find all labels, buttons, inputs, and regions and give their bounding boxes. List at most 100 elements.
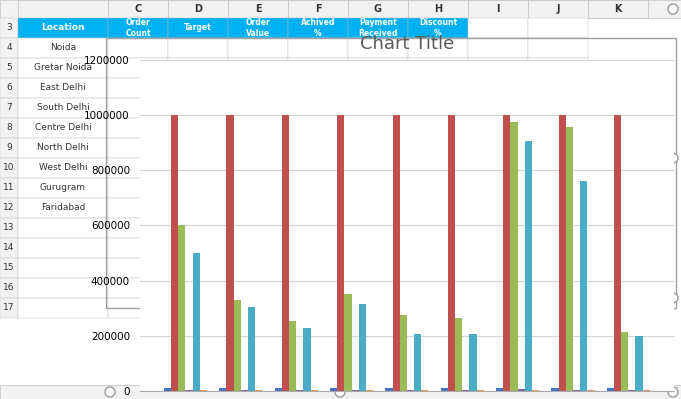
Bar (18, 0, 108, 18)
Bar (288, 138, 348, 158)
Bar (528, 158, 588, 178)
Bar (228, 198, 288, 218)
Bar (228, 258, 288, 278)
Circle shape (105, 387, 115, 397)
Bar (468, 118, 528, 138)
Bar (345, 294, 351, 391)
Bar (0, 98, 18, 118)
Bar (241, 390, 248, 391)
Bar (18, 78, 108, 98)
Text: 6: 6 (6, 83, 12, 93)
Bar (255, 390, 262, 391)
Bar (348, 78, 408, 98)
Bar (348, 118, 408, 138)
Text: H: H (434, 4, 442, 14)
Bar (168, 158, 228, 178)
Bar (0, 58, 18, 78)
Bar (18, 158, 108, 178)
Text: Location: Location (42, 24, 84, 32)
Bar (18, 178, 108, 198)
Bar (558, 115, 566, 391)
Bar (228, 0, 288, 18)
Bar (0, 38, 18, 58)
Bar (528, 278, 588, 298)
Bar (18, 58, 108, 78)
Text: K: K (614, 4, 622, 14)
Text: 7: 7 (6, 103, 12, 113)
Bar (392, 115, 400, 391)
Bar (288, 258, 348, 278)
Bar (106, 38, 676, 308)
Bar (108, 278, 168, 298)
Bar (18, 198, 108, 218)
Bar (288, 58, 348, 78)
Bar (503, 115, 510, 391)
Bar (288, 158, 348, 178)
Bar (528, 238, 588, 258)
Bar (0, 298, 18, 318)
Bar (348, 18, 408, 38)
Bar (18, 38, 108, 58)
Text: E: E (255, 4, 262, 14)
Bar (408, 58, 468, 78)
Bar (455, 318, 462, 391)
Bar (348, 38, 408, 58)
Bar (200, 390, 207, 391)
Text: Gretar Noida: Gretar Noida (34, 63, 92, 73)
Bar (468, 18, 528, 38)
Bar (330, 388, 337, 391)
Bar (0, 385, 681, 399)
Bar (528, 298, 588, 318)
Bar (468, 98, 528, 118)
Bar (108, 298, 168, 318)
Bar (0, 138, 18, 158)
Bar (408, 238, 468, 258)
Bar (108, 58, 168, 78)
Bar (468, 198, 528, 218)
Bar (274, 388, 282, 391)
Bar (468, 158, 528, 178)
Text: 15: 15 (3, 263, 15, 273)
Bar (168, 278, 228, 298)
Bar (288, 198, 348, 218)
Bar (282, 115, 289, 391)
Bar (348, 258, 408, 278)
Bar (168, 198, 228, 218)
Text: 13: 13 (3, 223, 15, 233)
Bar (18, 18, 108, 38)
Text: I: I (496, 4, 500, 14)
Bar (228, 58, 288, 78)
Bar (168, 258, 228, 278)
Bar (311, 390, 318, 391)
Bar (108, 178, 168, 198)
Bar (108, 258, 168, 278)
Bar (228, 98, 288, 118)
Bar (408, 18, 468, 38)
Bar (228, 158, 288, 178)
Text: Order
Count: Order Count (125, 18, 151, 38)
Bar (348, 218, 408, 238)
Bar (108, 0, 168, 18)
Bar (468, 38, 528, 58)
Bar (528, 38, 588, 58)
Bar (408, 178, 468, 198)
Bar (228, 278, 288, 298)
Bar (108, 218, 168, 238)
Text: Order
Value: Order Value (246, 18, 270, 38)
Text: J: J (556, 4, 560, 14)
Circle shape (335, 387, 345, 397)
Bar (408, 298, 468, 318)
Bar (468, 138, 528, 158)
Bar (468, 258, 528, 278)
Text: 10: 10 (3, 164, 15, 172)
Text: North Delhi: North Delhi (37, 144, 89, 152)
Bar (532, 390, 539, 391)
Bar (528, 58, 588, 78)
Text: Achived
%: Achived % (301, 18, 335, 38)
Bar (0, 178, 18, 198)
Bar (18, 258, 108, 278)
Bar (528, 258, 588, 278)
Bar (348, 0, 408, 18)
Bar (468, 78, 528, 98)
Bar (348, 58, 408, 78)
